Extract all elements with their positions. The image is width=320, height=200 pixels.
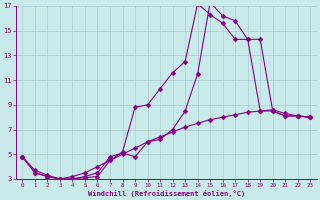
X-axis label: Windchill (Refroidissement éolien,°C): Windchill (Refroidissement éolien,°C) [88,190,245,197]
